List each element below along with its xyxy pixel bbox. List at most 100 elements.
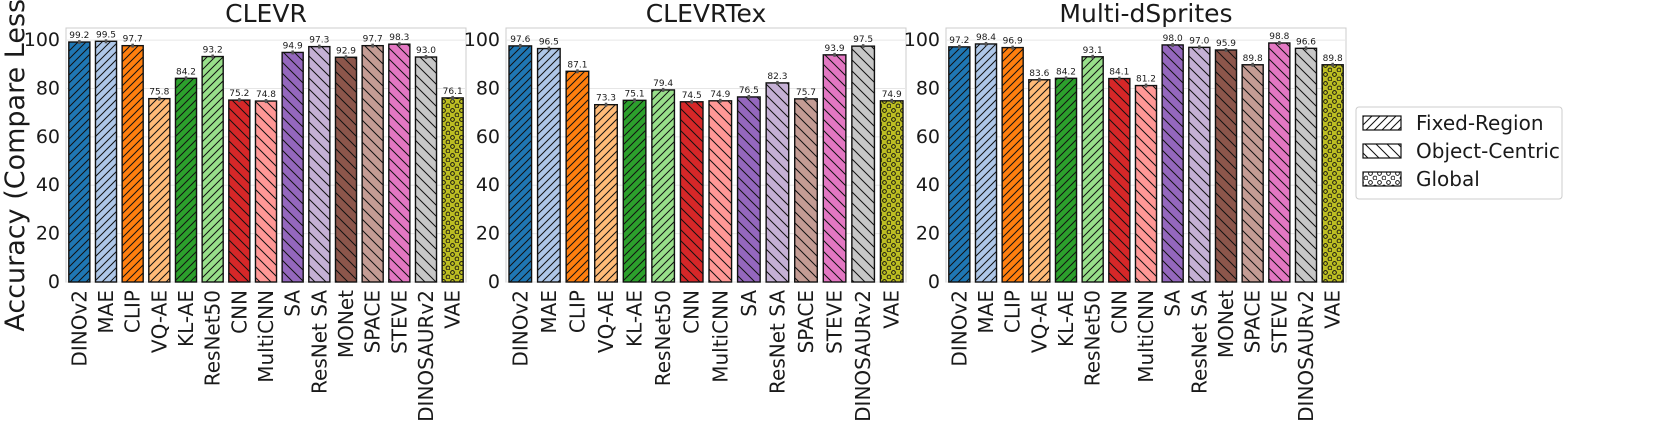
data-label: 93.9	[825, 44, 845, 54]
x-tick-label: STEVE	[387, 290, 411, 354]
bar-cnn	[1108, 76, 1131, 283]
bar-dinosaurv2	[1294, 46, 1318, 283]
x-tick-label: MAE	[94, 290, 118, 334]
bar-hatch	[1054, 77, 1078, 283]
bar-hatch	[334, 56, 358, 283]
data-label: 97.0	[1189, 36, 1209, 46]
bar-hatch	[708, 100, 733, 283]
x-tick-label: KL-AE	[623, 290, 647, 347]
legend-swatch	[1362, 143, 1402, 159]
bar-monet	[1214, 48, 1238, 283]
data-label: 75.1	[625, 89, 645, 99]
chart-title: CLEVRTex	[646, 0, 767, 28]
bar-hatch	[388, 43, 411, 283]
x-tick-label: MONet	[334, 290, 358, 358]
data-label: 74.9	[710, 90, 730, 100]
bar-resnet-sa	[308, 44, 331, 283]
bar-space	[1241, 62, 1264, 283]
bar-dinov2	[68, 40, 91, 283]
data-label: 89.8	[1243, 54, 1263, 64]
data-label: 74.8	[256, 90, 276, 100]
bar-hatch	[536, 47, 561, 283]
data-label: 94.9	[283, 41, 303, 51]
x-tick-label: DINOv2	[508, 290, 532, 367]
chart-panel-2: 0 20 40 60 80 100 CLEVRTex 97.6 DINOv2 96.5 MAE 87.…	[464, 0, 907, 422]
bar-vq-ae	[594, 102, 618, 283]
bar-hatch	[1294, 47, 1318, 283]
bar-multicnn	[1134, 83, 1158, 283]
y-tick-label: 80	[916, 77, 940, 99]
data-label: 79.4	[653, 79, 673, 89]
bar-vae	[879, 98, 904, 283]
x-tick-label: CLIP	[565, 290, 589, 333]
data-label: 97.6	[510, 35, 530, 45]
bar-hatch	[254, 100, 278, 283]
bar-resnet50	[1081, 54, 1104, 283]
bar-vae	[1321, 62, 1344, 283]
data-label: 97.3	[309, 36, 329, 46]
x-tick-label: MAE	[974, 290, 998, 334]
bar-cnn	[228, 98, 251, 283]
bar-monet	[334, 55, 358, 283]
bar-sa	[1161, 42, 1184, 283]
bar-hatch	[794, 98, 818, 283]
chart-title: Multi-dSprites	[1059, 0, 1232, 28]
y-tick-label: 60	[36, 126, 60, 148]
bar-hatch	[594, 103, 618, 283]
x-tick-label: CNN	[680, 290, 704, 334]
bar-kl-ae	[622, 98, 647, 283]
bar-steve	[822, 52, 847, 283]
x-tick-label: CNN	[1107, 290, 1131, 334]
data-label: 83.6	[1029, 69, 1049, 79]
x-tick-label: KL-AE	[1054, 290, 1078, 347]
x-tick-label: DINOSAURv2	[851, 290, 875, 422]
y-tick-label: 20	[36, 223, 60, 245]
bar-hatch	[508, 45, 533, 283]
x-tick-label: STEVE	[1267, 290, 1291, 354]
bar-kl-ae	[1054, 76, 1078, 283]
x-tick-label: SA	[281, 290, 305, 317]
bar-hatch	[651, 89, 676, 283]
x-tick-label: CLIP	[1001, 290, 1025, 333]
data-label: 76.1	[443, 87, 463, 97]
bar-hatch	[308, 45, 331, 283]
data-label: 84.2	[1056, 67, 1076, 77]
bar-hatch	[1241, 64, 1264, 283]
bar-mae	[94, 39, 118, 283]
legend-label: Object-Centric	[1416, 139, 1560, 163]
y-tick-label: 60	[476, 126, 500, 148]
y-tick-label: 20	[916, 223, 940, 245]
bar-kl-ae	[174, 76, 198, 283]
chart-title: CLEVR	[225, 0, 307, 28]
data-label: 92.9	[336, 46, 356, 56]
bar-hatch	[1108, 77, 1131, 283]
data-label: 97.7	[363, 35, 383, 45]
bar-hatch	[565, 70, 590, 283]
x-tick-label: SPACE	[1241, 290, 1265, 353]
legend-box	[1355, 106, 1563, 200]
x-tick-label: DINOv2	[947, 290, 971, 367]
y-tick-label: 60	[916, 126, 940, 148]
bar-clip	[1001, 45, 1024, 283]
bar-cnn	[679, 99, 704, 283]
y-tick-label: 0	[48, 271, 60, 293]
x-tick-label: CNN	[227, 290, 251, 334]
x-tick-label: VQ-AE	[1027, 290, 1051, 353]
bar-hatch	[736, 96, 761, 283]
data-label: 82.3	[767, 72, 787, 82]
bar-hatch	[228, 99, 251, 283]
x-tick-label: VQ-AE	[147, 290, 171, 353]
bar-hatch	[1134, 84, 1158, 283]
bar-hatch	[1214, 49, 1238, 283]
x-tick-label: DINOv2	[67, 290, 91, 367]
x-tick-label: MultiCNN	[708, 290, 732, 383]
bar-hatch	[765, 82, 790, 283]
bar-hatch	[974, 43, 998, 283]
bar-vq-ae	[148, 96, 171, 283]
bar-hatch	[94, 40, 118, 283]
bar-hatch	[822, 54, 847, 283]
x-tick-label: SA	[1161, 290, 1185, 317]
bar-hatch	[1028, 79, 1051, 283]
bar-sa	[281, 50, 304, 283]
